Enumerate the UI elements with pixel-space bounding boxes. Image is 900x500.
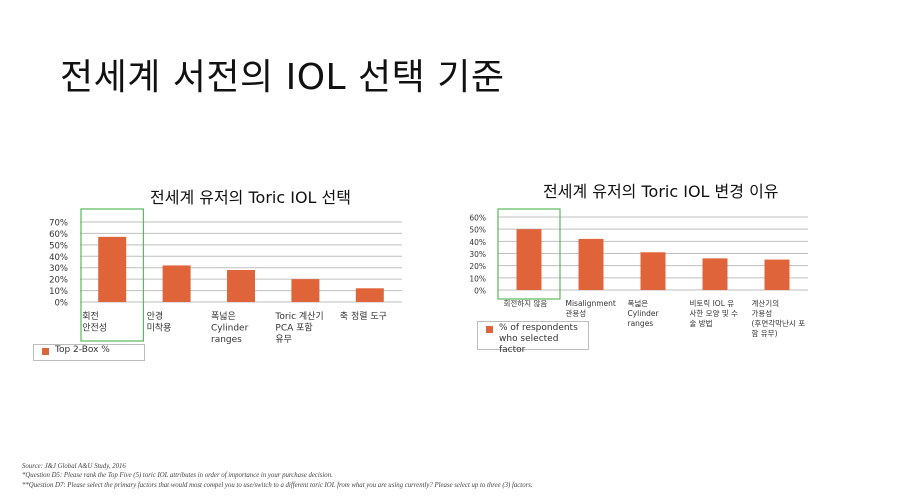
footer-notes: Source: J&J Global A&U Study, 2016 *Ques… [22, 462, 533, 490]
chart-1-y-tick-label: 30% [49, 264, 68, 274]
slide-title: 전세계 서전의 IOL 선택 기준 [60, 57, 505, 98]
chart-2-y-tick-label: 40% [469, 238, 486, 247]
chart-1-bar [355, 288, 384, 302]
chart-2-bar [702, 258, 728, 290]
chart-2-bar [578, 238, 604, 290]
chart-2-bar [516, 229, 542, 290]
chart-2-category-label: 폭넓은 Cylinder ranges [628, 299, 660, 328]
chart-1-y-tick-label: 60% [49, 230, 68, 240]
chart-2-title: 전세계 유저의 Toric IOL 변경 이유 [543, 182, 779, 201]
chart-1-bar [291, 279, 320, 302]
chart-1-bar [227, 270, 255, 302]
chart-1-y-tick-label: 10% [49, 287, 68, 297]
chart-2-y-tick-label: 0% [474, 287, 486, 296]
chart-2-legend-swatch [486, 326, 493, 333]
footer-note-2: **Question D7: Please select the primary… [22, 481, 533, 489]
chart-2-bar [764, 259, 790, 290]
chart-1-title: 전세계 유저의 Toric IOL 선택 [150, 188, 351, 207]
footer-note-1: *Question D5: Please rank the Top Five (… [22, 472, 333, 480]
chart-2-category-label: 회전하지 않음 [504, 298, 548, 308]
chart-2-y-tick-label: 60% [469, 214, 486, 223]
chart-2-y-tick-label: 20% [469, 262, 486, 271]
chart-1-category-label: 폭넓은 Cylinder ranges [211, 311, 249, 345]
chart-1-category-label: Toric 계산기 PCA 포함 유무 [274, 310, 323, 345]
chart-1-bar [98, 236, 127, 302]
chart-1-category-label: 축 정렬 도구 [340, 311, 387, 322]
chart-1-highlight-box [80, 208, 145, 342]
chart-1-y-tick-label: 0% [55, 299, 69, 309]
chart-1-y-tick-label: 40% [49, 253, 68, 263]
chart-2-y-tick-label: 50% [469, 226, 486, 235]
chart-1-y-tick-label: 70% [49, 219, 68, 229]
chart-1-y-tick-label: 20% [49, 276, 68, 286]
chart-1-legend: Top 2-Box % [33, 344, 145, 361]
chart-2-legend-label: % of respondents who selected factor [499, 323, 578, 355]
chart-2-category-label: Misalignment 관용성 [566, 299, 616, 318]
chart-1-y-tick-label: 50% [49, 241, 68, 251]
chart-1-legend-swatch [42, 348, 49, 355]
footer-source: Source: J&J Global A&U Study, 2016 [22, 463, 126, 470]
chart-1-legend-label: Top 2-Box % [55, 345, 110, 355]
chart-2-legend: % of respondents who selected factor [477, 321, 589, 355]
chart-2-y-tick-label: 30% [469, 250, 486, 259]
chart-1-category-label: 회전 안전성 [82, 311, 107, 334]
chart-1-category-label: 안경 미착용 [147, 310, 172, 334]
chart-2-highlight-box [497, 208, 561, 300]
chart-2-bar [640, 252, 666, 290]
chart-2-y-tick-label: 10% [469, 274, 486, 283]
chart-1-bar [162, 265, 191, 302]
